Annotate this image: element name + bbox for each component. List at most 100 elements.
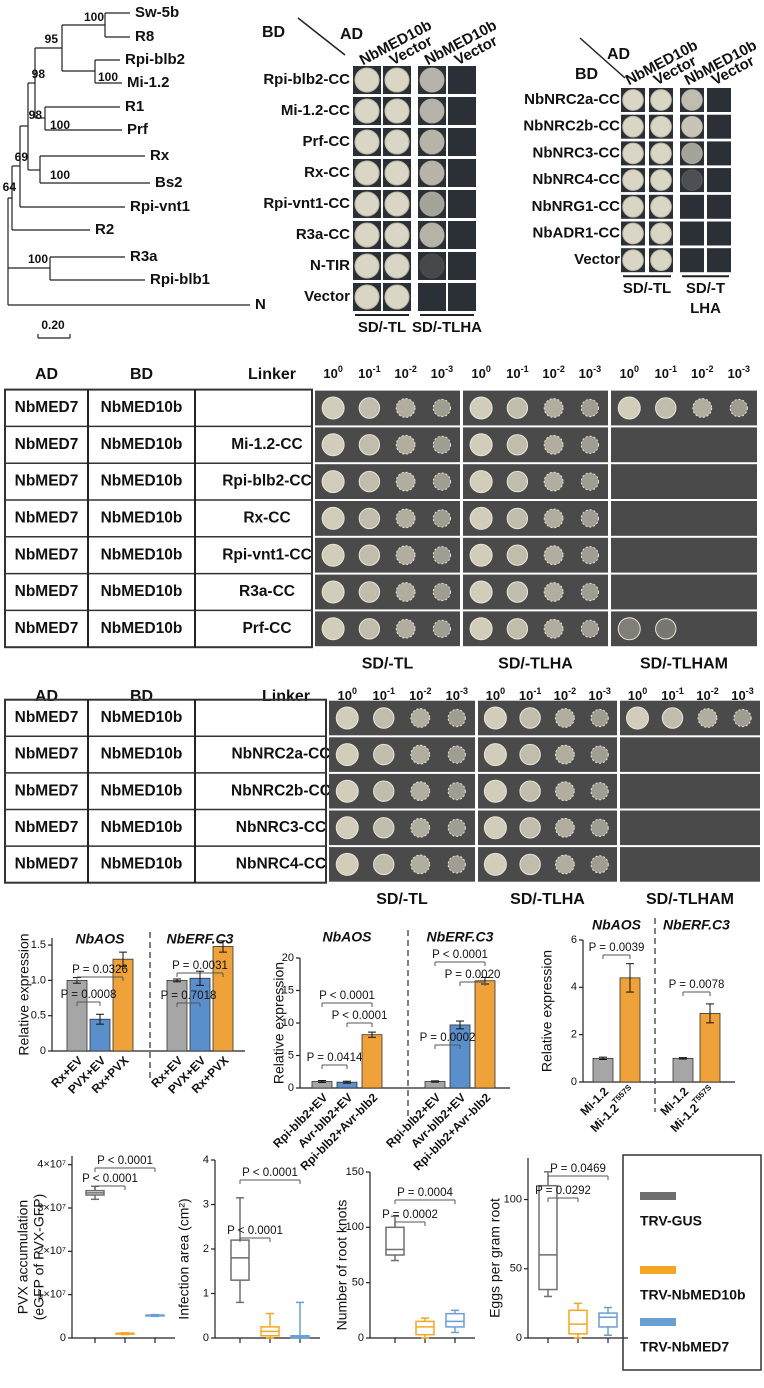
colony bbox=[622, 195, 644, 218]
colony bbox=[410, 854, 431, 875]
p-value: P < 0.0001 bbox=[82, 1173, 138, 1185]
dilution-label: 10-1 bbox=[661, 686, 683, 703]
colony bbox=[358, 507, 381, 530]
colony bbox=[626, 706, 649, 730]
dilution-exp: -1 bbox=[521, 364, 529, 374]
plate-cell bbox=[448, 221, 476, 249]
dilution-base: 10 bbox=[486, 688, 500, 703]
colony bbox=[384, 284, 410, 310]
row-label: NbADR1-CC bbox=[533, 224, 621, 241]
colony bbox=[321, 470, 345, 494]
row-label: Rpi-vnt1-CC bbox=[222, 546, 312, 563]
colony bbox=[358, 581, 381, 603]
row-label: NbMED7 bbox=[15, 473, 79, 490]
legend-swatch bbox=[640, 1192, 676, 1200]
dilution-exp: -3 bbox=[593, 364, 601, 374]
table-frame bbox=[4, 698, 327, 884]
row-label: NbNRC2a-CC bbox=[524, 91, 620, 108]
y-tick-label: 2 bbox=[203, 1243, 209, 1255]
media-label: SD/-T bbox=[686, 280, 725, 297]
colony bbox=[321, 543, 345, 567]
row-label: Rx-CC bbox=[304, 164, 350, 181]
leaf-label: N bbox=[255, 296, 266, 313]
y-tick-label: 0 bbox=[203, 1332, 209, 1344]
colony bbox=[697, 708, 718, 728]
dilution-exp: -3 bbox=[746, 686, 754, 696]
plate-cell bbox=[680, 221, 704, 246]
p-value: P = 0.0078 bbox=[669, 979, 725, 991]
colony bbox=[483, 743, 507, 767]
row-label: Prf-CC bbox=[303, 133, 351, 150]
dilution-label: 10-3 bbox=[446, 686, 468, 703]
plate-cell bbox=[707, 194, 731, 219]
colony bbox=[590, 745, 609, 764]
y-tick-label: 2 bbox=[571, 1029, 577, 1041]
p-value: P < 0.0001 bbox=[242, 1167, 298, 1179]
dilution-base: 10 bbox=[691, 366, 705, 381]
dilution-base: 10 bbox=[358, 366, 372, 381]
colony bbox=[410, 744, 431, 765]
colony bbox=[432, 435, 451, 454]
header-diagonal bbox=[297, 17, 346, 56]
y-tick-label: 10 bbox=[282, 1017, 294, 1029]
dilution-exp: 0 bbox=[352, 686, 357, 696]
plate-cell bbox=[680, 248, 704, 273]
x-tick-label-sup: T557S bbox=[610, 1083, 634, 1107]
colony bbox=[519, 780, 541, 802]
row-label: R3a-CC bbox=[239, 583, 295, 600]
bootstrap: 100 bbox=[98, 70, 118, 84]
colony bbox=[410, 781, 431, 802]
colony bbox=[650, 195, 672, 218]
colony bbox=[432, 546, 451, 565]
row-label: NbMED7 bbox=[15, 855, 79, 872]
leaf-label: R1 bbox=[125, 98, 144, 115]
legend-label: TRV-GUS bbox=[640, 1213, 702, 1229]
p-value: P = 0.0039 bbox=[589, 942, 645, 954]
colony bbox=[419, 222, 445, 248]
media-label: SD/-TLHAM bbox=[640, 655, 728, 672]
colony bbox=[432, 619, 451, 638]
colony bbox=[432, 398, 451, 418]
error-bar bbox=[318, 1080, 326, 1083]
colony bbox=[395, 398, 416, 418]
colony bbox=[354, 253, 380, 279]
colony bbox=[622, 115, 644, 138]
y-axis-label: Number of root knots bbox=[334, 1200, 350, 1331]
table-frame bbox=[4, 388, 313, 649]
colony bbox=[432, 472, 451, 491]
dilution-exp: -1 bbox=[373, 364, 381, 374]
dilution-exp: -1 bbox=[676, 686, 684, 696]
colony bbox=[432, 582, 451, 602]
dilution-exp: -2 bbox=[409, 364, 417, 374]
plate-cell bbox=[418, 252, 446, 280]
dilution-base: 10 bbox=[728, 366, 742, 381]
row-label: NbMED10b bbox=[101, 855, 183, 872]
colony bbox=[419, 160, 445, 186]
y-tick-label: 3 bbox=[203, 1198, 209, 1210]
leaf-label: Rpi-vnt1 bbox=[130, 198, 190, 215]
colony bbox=[580, 398, 599, 418]
x-tick-label-sup: T557S bbox=[690, 1083, 714, 1107]
y-tick-label: 50 bbox=[510, 1263, 522, 1275]
column-header: BD bbox=[130, 366, 153, 383]
colony bbox=[506, 507, 529, 530]
colony bbox=[395, 434, 416, 455]
dilution-exp: 0 bbox=[642, 686, 647, 696]
colony bbox=[373, 853, 395, 876]
colony bbox=[447, 818, 466, 837]
dilution-base: 10 bbox=[661, 688, 675, 703]
colony bbox=[681, 142, 703, 165]
bar bbox=[619, 977, 641, 1083]
dilution-exp: 0 bbox=[500, 686, 505, 696]
dilution-label: 10-3 bbox=[579, 364, 601, 381]
dilution-base: 10 bbox=[542, 366, 556, 381]
colony bbox=[321, 506, 345, 530]
y-axis-label: Relative expression bbox=[271, 962, 287, 1084]
dilution-label: 10-3 bbox=[588, 686, 610, 703]
plate-strip bbox=[620, 737, 760, 772]
bar bbox=[474, 980, 496, 1089]
colony bbox=[373, 817, 395, 839]
bootstrap: 98 bbox=[29, 108, 43, 122]
dilution-label: 10-1 bbox=[373, 686, 395, 703]
p-value: P < 0.0001 bbox=[97, 1155, 153, 1167]
